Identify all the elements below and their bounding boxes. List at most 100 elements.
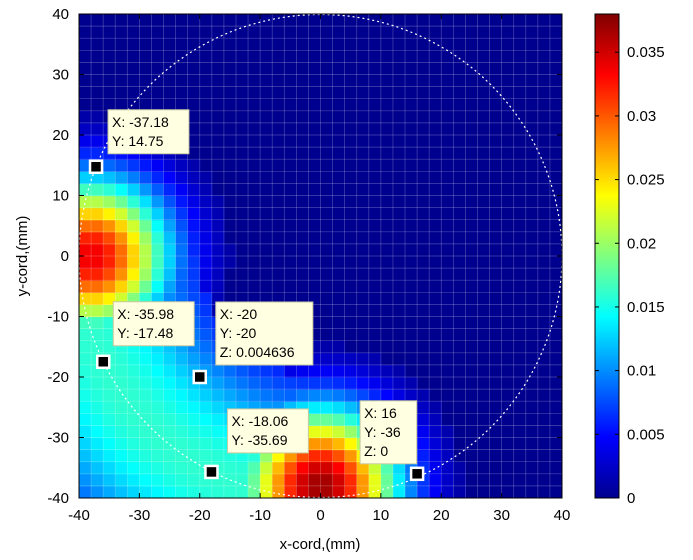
heatmap-cell bbox=[296, 485, 310, 498]
heatmap-cell bbox=[417, 401, 430, 414]
heatmap-cell bbox=[199, 389, 213, 402]
heatmap-cell bbox=[332, 485, 346, 498]
heatmap-cell bbox=[429, 485, 442, 498]
heatmap-cell bbox=[103, 413, 116, 426]
heatmap-cell bbox=[139, 352, 153, 366]
heatmap-cell bbox=[344, 364, 358, 378]
heatmap-cell bbox=[187, 473, 201, 487]
heatmap-cell bbox=[139, 183, 153, 197]
heatmap-cell bbox=[79, 292, 92, 305]
heatmap-cell bbox=[79, 377, 92, 390]
colorbar-tick-label: 0.03 bbox=[627, 108, 656, 125]
heatmap-cell bbox=[79, 389, 92, 402]
datatip-marker[interactable] bbox=[204, 464, 219, 480]
datatip-marker[interactable] bbox=[409, 466, 425, 482]
heatmap-cell bbox=[199, 401, 213, 414]
colorbar: 0 0.005 0.01 0.015 0.02 0.025 0.03 0.035 bbox=[594, 13, 665, 507]
heatmap-cell bbox=[103, 328, 116, 342]
heatmap-cell bbox=[151, 268, 165, 281]
heatmap-cell bbox=[151, 461, 165, 475]
heatmap-cell bbox=[79, 425, 92, 439]
heatmap-cell bbox=[175, 473, 189, 487]
heatmap-cell bbox=[175, 449, 189, 463]
x-tick-label: -30 bbox=[129, 507, 151, 524]
heatmap-cell bbox=[175, 280, 189, 293]
y-axis-ticks: -40 -30 -20 -10 0 10 20 30 40 bbox=[47, 6, 562, 507]
heatmap-cell bbox=[91, 231, 104, 245]
heatmap-cell bbox=[163, 195, 177, 209]
heatmap-cell bbox=[175, 207, 189, 221]
heatmap-cell bbox=[284, 473, 297, 487]
heatmap-cell bbox=[441, 485, 454, 498]
heatmap-cell bbox=[127, 437, 140, 451]
heatmap-cell bbox=[308, 461, 322, 475]
heatmap-cell bbox=[284, 377, 297, 390]
datatip-marker[interactable] bbox=[96, 354, 111, 370]
heatmap-cell bbox=[260, 485, 273, 498]
datatip[interactable]: X: -37.18 Y: 14.75 bbox=[88, 109, 190, 175]
heatmap-cell bbox=[91, 340, 104, 354]
datatip-marker[interactable] bbox=[88, 159, 104, 175]
heatmap-cell bbox=[296, 389, 310, 402]
colorbar-tick-label: 0.015 bbox=[627, 299, 665, 316]
heatmap-cell bbox=[199, 183, 213, 197]
heatmap-cell bbox=[344, 485, 358, 498]
heatmap-cell bbox=[429, 425, 442, 439]
heatmap-cell bbox=[139, 231, 153, 245]
heatmap-cell bbox=[115, 219, 128, 233]
datatip-text: Y: -20 bbox=[220, 325, 257, 341]
datatip[interactable]: X: -20 Y: -20 Z: 0.004636 bbox=[192, 301, 314, 385]
heatmap-cell bbox=[356, 485, 370, 498]
heatmap-cell bbox=[139, 389, 153, 402]
heatmap-cell bbox=[91, 280, 104, 293]
heatmap-cell bbox=[103, 377, 116, 390]
datatip-box bbox=[226, 408, 309, 454]
heatmap-cell bbox=[151, 413, 165, 426]
heatmap-cell bbox=[115, 207, 128, 221]
heatmap-cell bbox=[344, 437, 358, 451]
heatmap-cell bbox=[115, 389, 128, 402]
heatmap-cell bbox=[380, 485, 394, 498]
heatmap-cell bbox=[79, 171, 92, 184]
heatmap-cell bbox=[127, 401, 140, 414]
heatmap-cell bbox=[235, 389, 249, 402]
heatmap-cell bbox=[211, 207, 225, 221]
plot-area: -40 -30 -20 -10 0 10 20 30 40 -40 -30 -20 -10 0 10 20 3… bbox=[47, 6, 570, 524]
heatmap-cell bbox=[284, 485, 297, 498]
heatmap-cell bbox=[127, 256, 140, 269]
x-tick-label: 10 bbox=[373, 507, 390, 524]
heatmap-cell bbox=[332, 437, 346, 451]
heatmap-cell bbox=[91, 195, 104, 209]
datatip[interactable]: X: -18.06 Y: -35.69 bbox=[204, 408, 309, 480]
heatmap-cell bbox=[441, 473, 454, 487]
heatmap-cell bbox=[235, 377, 249, 390]
heatmap-cell bbox=[79, 316, 92, 330]
heatmap-cell bbox=[139, 401, 153, 414]
heatmap-cell bbox=[79, 485, 92, 498]
heatmap-cell bbox=[103, 340, 116, 354]
heatmap-cell bbox=[103, 219, 116, 233]
heatmap-cell bbox=[79, 473, 92, 487]
heatmap-cell bbox=[211, 231, 225, 245]
heatmap-cell bbox=[356, 389, 370, 402]
heatmap-cell bbox=[175, 171, 189, 184]
datatip[interactable]: X: -35.98 Y: -17.48 bbox=[96, 301, 195, 370]
heatmap-cell bbox=[211, 243, 225, 257]
datatip[interactable]: X: 16 Y: -36 Z: 0 bbox=[359, 400, 425, 482]
colorbar-tick-label: 0.025 bbox=[627, 172, 665, 189]
datatip-marker[interactable] bbox=[192, 369, 207, 385]
heatmap-cell bbox=[308, 413, 322, 426]
heatmap-cell bbox=[163, 231, 177, 245]
heatmap-cell bbox=[248, 377, 261, 390]
heatmap-cell bbox=[368, 352, 382, 366]
heatmap-cell bbox=[103, 304, 116, 318]
heatmap-cell bbox=[103, 449, 116, 463]
heatmap-cell bbox=[211, 280, 225, 293]
heatmap-cell bbox=[175, 231, 189, 245]
heatmap-cell bbox=[211, 389, 225, 402]
heatmap-cell bbox=[199, 328, 213, 342]
heatmap-cell bbox=[127, 461, 140, 475]
heatmap-cell bbox=[320, 413, 334, 426]
heatmap-cell bbox=[441, 437, 454, 451]
x-axis-label: x-cord,(mm) bbox=[280, 536, 361, 553]
